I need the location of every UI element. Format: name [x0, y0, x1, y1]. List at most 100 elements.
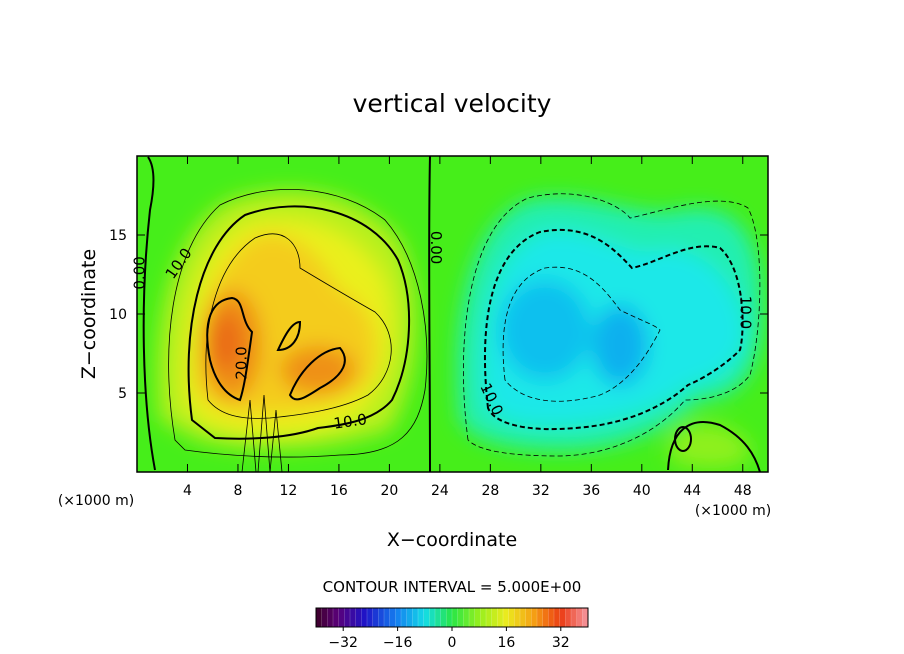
colorbar-cell — [395, 608, 402, 627]
colorbar-cell — [463, 608, 470, 627]
colorbar-cell — [378, 608, 385, 627]
contour-20-mid — [276, 320, 302, 352]
colorbar-cell — [537, 608, 543, 627]
colorbar-cell — [327, 608, 334, 627]
colorbar-cell — [418, 608, 424, 627]
colorbar-cell — [548, 608, 555, 627]
colorbar-cell — [401, 608, 407, 627]
contour-0-left — [142, 156, 156, 471]
colorbar-cell — [497, 608, 504, 627]
colorbar-cell — [350, 608, 356, 627]
colorbar-cell — [480, 608, 487, 627]
y-axis-ticks: 5 10 15 — [109, 228, 768, 402]
colorbar-cell — [565, 608, 572, 627]
colorbar-cell — [576, 608, 583, 627]
x-axis-unit-right: (×1000 m) — [695, 503, 771, 519]
colorbar-cell — [457, 608, 464, 627]
colorbar-cell — [452, 608, 458, 627]
y-axis-label: Z−coordinate — [78, 249, 100, 379]
downdraft-core-shade — [500, 280, 590, 380]
x-tick-label: 8 — [233, 483, 242, 499]
colorbar-tick-label: −32 — [328, 635, 358, 651]
colorbar-cell — [355, 608, 362, 627]
colorbar-cells — [315, 608, 589, 627]
contour-neg5 — [463, 193, 761, 457]
contour-label-group: 0.00 — [427, 231, 445, 264]
contour-label: 0.00 — [427, 231, 445, 264]
colorbar-cell — [423, 608, 430, 627]
x-axis-label: X−coordinate — [387, 529, 517, 551]
colorbar-cell — [508, 608, 515, 627]
colorbar-cell — [542, 608, 549, 627]
contour-0-mid — [428, 156, 431, 472]
contour-east-small — [674, 426, 692, 452]
x-tick-label: 44 — [683, 483, 701, 499]
downdraft-secondary-shade — [592, 305, 648, 385]
colorbar: −32 −16 0 16 32 — [315, 607, 589, 651]
contour-neg10 — [483, 229, 744, 431]
x-tick-label: 36 — [582, 483, 600, 499]
colorbar-cell — [469, 608, 475, 627]
colorbar-cell — [367, 608, 373, 627]
colorbar-cell — [486, 608, 492, 627]
contour-interval-text: CONTOUR INTERVAL = 5.000E+00 — [323, 578, 582, 596]
updraft-core-right-shade — [280, 346, 356, 394]
colorbar-cell — [531, 608, 538, 627]
plot-area — [137, 156, 768, 472]
contour-spikes — [241, 394, 283, 472]
contour-10 — [187, 205, 411, 440]
x-tick-label: 48 — [734, 483, 752, 499]
colorbar-cell — [559, 608, 566, 627]
x-tick-label: 40 — [633, 483, 651, 499]
colorbar-cell — [333, 608, 339, 627]
updraft-core-left-inner — [210, 312, 242, 372]
colorbar-cell — [525, 608, 532, 627]
contour-20-left — [206, 296, 254, 402]
contour-20-right — [288, 346, 346, 401]
contour-label-group: 20.0 — [233, 346, 251, 379]
colorbar-cell — [316, 608, 322, 627]
x-tick-label: 20 — [380, 483, 398, 499]
colorbar-tick-label: 0 — [448, 635, 457, 651]
colorbar-ticks: −32 −16 0 16 32 — [328, 627, 570, 651]
colorbar-cell — [491, 608, 498, 627]
colorbar-cell — [384, 608, 390, 627]
colorbar-cell — [435, 608, 441, 627]
contour-label: 10.0 — [736, 296, 754, 329]
x-tick-label: 28 — [481, 483, 499, 499]
colorbar-tick-label: 32 — [552, 635, 570, 651]
colorbar-cell — [446, 608, 453, 627]
colorbar-cell — [520, 608, 526, 627]
x-tick-label: 4 — [183, 483, 192, 499]
colorbar-cell — [372, 608, 379, 627]
contour-0-east-low — [667, 421, 761, 472]
y-tick-label: 10 — [109, 307, 127, 323]
negative-contours — [463, 193, 761, 457]
colorbar-cell — [474, 608, 481, 627]
contour-5 — [168, 188, 428, 458]
contour-label-group: 10.0 — [332, 410, 368, 432]
x-axis-ticks: 4 8 12 16 20 24 28 32 36 40 44 48 — [183, 156, 752, 499]
contour-label: 20.0 — [233, 346, 251, 379]
colorbar-cell — [361, 608, 368, 627]
colorbar-cell — [389, 608, 396, 627]
chart-title: vertical velocity — [353, 89, 552, 118]
colorbar-tick-label: 16 — [497, 635, 515, 651]
x-tick-label: 24 — [431, 483, 449, 499]
contour-label-group: 0.00 — [131, 256, 149, 289]
colorbar-cell — [429, 608, 436, 627]
colorbar-cell — [406, 608, 413, 627]
x-tick-label: 12 — [280, 483, 298, 499]
y-tick-label: 5 — [118, 386, 127, 402]
colorbar-cell — [321, 608, 328, 627]
x-tick-label: 16 — [330, 483, 348, 499]
field-shading — [157, 190, 763, 469]
colorbar-cell — [554, 608, 560, 627]
x-axis-unit-left: (×1000 m) — [58, 493, 134, 509]
positive-contours — [142, 156, 761, 472]
colorbar-cell — [514, 608, 521, 627]
contour-label: 10.0 — [332, 410, 368, 432]
y-tick-label: 15 — [109, 228, 127, 244]
